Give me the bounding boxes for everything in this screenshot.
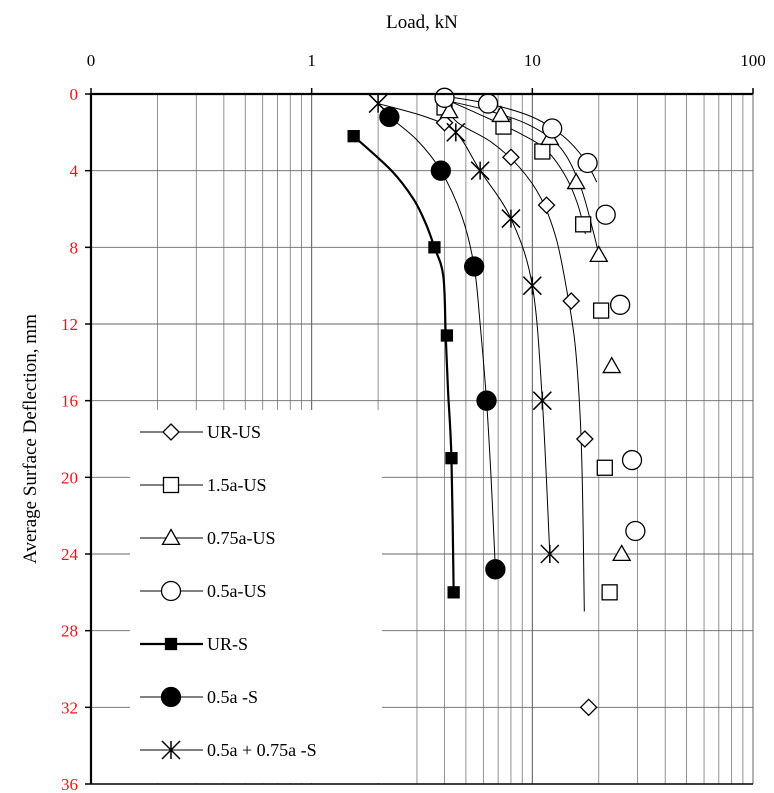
- data-point-ur-us: [435, 113, 454, 132]
- data-point-0-75a-us: [612, 544, 632, 562]
- data-point-0-5a-0-75a-s: [532, 391, 552, 411]
- data-point-0-75a-us: [439, 101, 459, 119]
- legend-marker-ur-us: [162, 423, 180, 441]
- y-tick-label: 4: [70, 162, 79, 181]
- data-point-0-5a-us: [595, 204, 616, 225]
- series-markers: [347, 87, 646, 717]
- x-axis-title: Load, kN: [386, 12, 458, 33]
- data-point-0-5a-0-75a-s: [368, 94, 388, 114]
- y-tick-label: 16: [61, 392, 78, 411]
- y-tick-label: 12: [61, 315, 78, 334]
- data-point-1-5a-us: [575, 216, 592, 233]
- data-point-ur-us: [575, 430, 594, 448]
- series-line-ur-us: [441, 103, 585, 612]
- data-point-0-5a-0-75a-s: [540, 544, 560, 564]
- data-point-0-5a-s: [379, 106, 400, 128]
- grid-lines: [91, 94, 753, 784]
- y-tick-label: 0: [70, 85, 79, 104]
- data-point-0-5a-us: [542, 118, 563, 139]
- x-tick-label: 0: [87, 51, 96, 70]
- y-tick-label: 24: [61, 545, 79, 564]
- data-point-1-5a-us: [534, 143, 551, 160]
- legend-label-1-5a-us: 1.5a-US: [207, 475, 267, 495]
- legend-label-0-75a-us: 0.75a-US: [207, 528, 276, 548]
- data-point-ur-s: [440, 329, 454, 342]
- data-point-ur-us: [579, 698, 598, 717]
- data-point-0-5a-us: [625, 520, 646, 542]
- legend-marker-0-5a-us: [160, 580, 182, 602]
- legend-label-0-5a-0-75a-s: 0.5a + 0.75a -S: [207, 740, 317, 760]
- data-point-0-5a-0-75a-s: [470, 161, 490, 181]
- y-tick-label: 28: [61, 622, 78, 641]
- series-line-ur-s: [352, 135, 455, 593]
- legend-marker-1-5a-us: [162, 476, 180, 494]
- legend-label-0-5a-s: 0.5a -S: [207, 687, 258, 707]
- y-tick-label: 32: [61, 698, 78, 717]
- data-point-ur-s: [428, 241, 441, 254]
- legend: UR-US 1.5a-US 0.75a-US 0.5a-US UR-S 0.5a -S 0.…: [130, 410, 382, 783]
- data-point-0-5a-0-75a-s: [501, 209, 521, 229]
- data-point-0-5a-us: [434, 87, 455, 108]
- data-point-0-5a-s: [464, 256, 485, 277]
- legend-marker-ur-s: [164, 637, 178, 651]
- y-tick-label: 20: [61, 468, 78, 487]
- legend-label-0-5a-us: 0.5a-US: [207, 581, 267, 601]
- data-point-0-75a-us: [566, 172, 586, 190]
- tick-labels: 0 1 10 100 0 4 8 12 16 20 24 28 32 36: [61, 51, 766, 793]
- legend-marker-0-75a-us: [161, 528, 181, 546]
- legend-label-ur-us: UR-US: [207, 422, 261, 442]
- x-tick-label: 1: [307, 51, 316, 70]
- data-point-0-5a-s: [476, 390, 497, 411]
- data-point-0-5a-s: [430, 160, 452, 181]
- plot-frame: [85, 88, 754, 785]
- x-tick-label: 100: [740, 51, 766, 70]
- data-point-1-5a-us: [592, 302, 610, 319]
- data-point-ur-s: [445, 452, 458, 465]
- data-point-0-5a-0-75a-s: [522, 276, 542, 296]
- data-point-ur-us: [502, 148, 520, 167]
- data-point-ur-s: [447, 586, 460, 599]
- data-point-0-75a-us: [602, 356, 622, 374]
- x-tick-label: 10: [524, 51, 541, 70]
- data-point-ur-us: [537, 196, 556, 215]
- y-axis-title: Average Surface Deflection, mm: [20, 314, 41, 564]
- data-point-ur-s: [347, 130, 360, 143]
- data-point-ur-us: [562, 292, 581, 310]
- data-point-1-5a-us: [601, 584, 618, 601]
- legend-marker-0-5a-0-75a-s: [161, 740, 181, 760]
- data-point-0-5a-us: [621, 449, 643, 471]
- data-point-0-5a-us: [577, 152, 598, 174]
- series-line-0-5a-s: [389, 116, 496, 570]
- y-tick-label: 8: [70, 238, 79, 257]
- data-point-0-5a-s: [485, 559, 506, 580]
- data-point-0-75a-us: [589, 245, 609, 263]
- data-point-0-75a-us: [491, 105, 511, 123]
- data-point-1-5a-us: [596, 459, 613, 476]
- legend-label-ur-s: UR-S: [207, 634, 248, 654]
- data-point-0-5a-us: [609, 294, 631, 315]
- series-line-0-5a-0-75a-s: [377, 103, 551, 555]
- legend-marker-0-5a-s: [160, 686, 182, 708]
- y-tick-label: 36: [61, 775, 78, 793]
- data-point-0-5a-us: [477, 93, 499, 114]
- data-point-0-5a-0-75a-s: [446, 122, 466, 142]
